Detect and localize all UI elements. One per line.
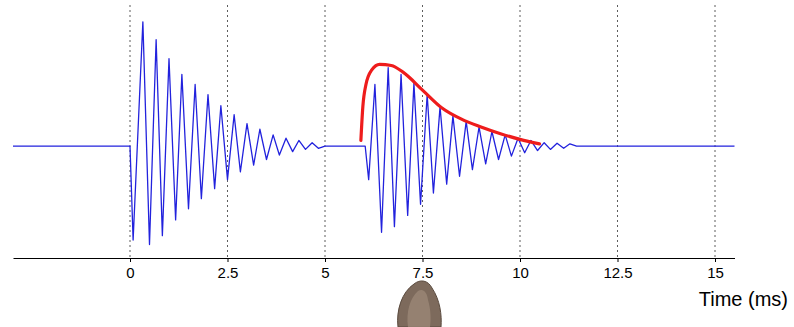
rock-highlight — [407, 290, 430, 327]
x-tick-label: 0 — [126, 264, 134, 281]
x-tick-label: 15 — [707, 264, 724, 281]
x-tick-label: 10 — [512, 264, 529, 281]
x-tick-label: 2.5 — [218, 264, 239, 281]
x-axis-line — [14, 258, 736, 259]
x-tick: 7.5 — [413, 258, 434, 281]
x-tick: 2.5 — [218, 258, 239, 281]
grid — [130, 5, 715, 258]
chart: 0 2.5 5 7.5 10 12.5 15 Time (ms) — [0, 0, 794, 327]
waveform-line — [13, 22, 735, 245]
plot-area — [13, 22, 735, 245]
x-tick-mark — [423, 258, 424, 262]
x-tick-mark — [715, 258, 716, 262]
x-tick-mark — [228, 258, 229, 262]
x-tick: 15 — [707, 258, 724, 281]
grid-line — [130, 5, 131, 258]
grid-line — [422, 5, 423, 258]
x-tick: 10 — [512, 258, 529, 281]
x-tick-label: 12.5 — [603, 264, 632, 281]
x-tick-mark — [520, 258, 521, 262]
x-tick-label: 5 — [321, 264, 329, 281]
x-axis: 0 2.5 5 7.5 10 12.5 15 — [14, 258, 736, 281]
grid-line — [227, 5, 228, 258]
x-tick-label: 7.5 — [413, 264, 434, 281]
grid-line — [520, 5, 521, 258]
x-axis-title: Time (ms) — [699, 288, 788, 310]
grid-line — [617, 5, 618, 258]
x-tick: 12.5 — [603, 258, 632, 281]
x-tick-mark — [618, 258, 619, 262]
grid-line — [325, 5, 326, 258]
x-tick: 0 — [126, 258, 134, 281]
envelope-line — [361, 64, 540, 143]
rock-image — [398, 281, 442, 327]
x-tick: 5 — [321, 258, 329, 281]
x-tick-mark — [325, 258, 326, 262]
rock-shape — [398, 281, 442, 327]
x-tick-mark — [130, 258, 131, 262]
grid-line — [715, 5, 716, 258]
